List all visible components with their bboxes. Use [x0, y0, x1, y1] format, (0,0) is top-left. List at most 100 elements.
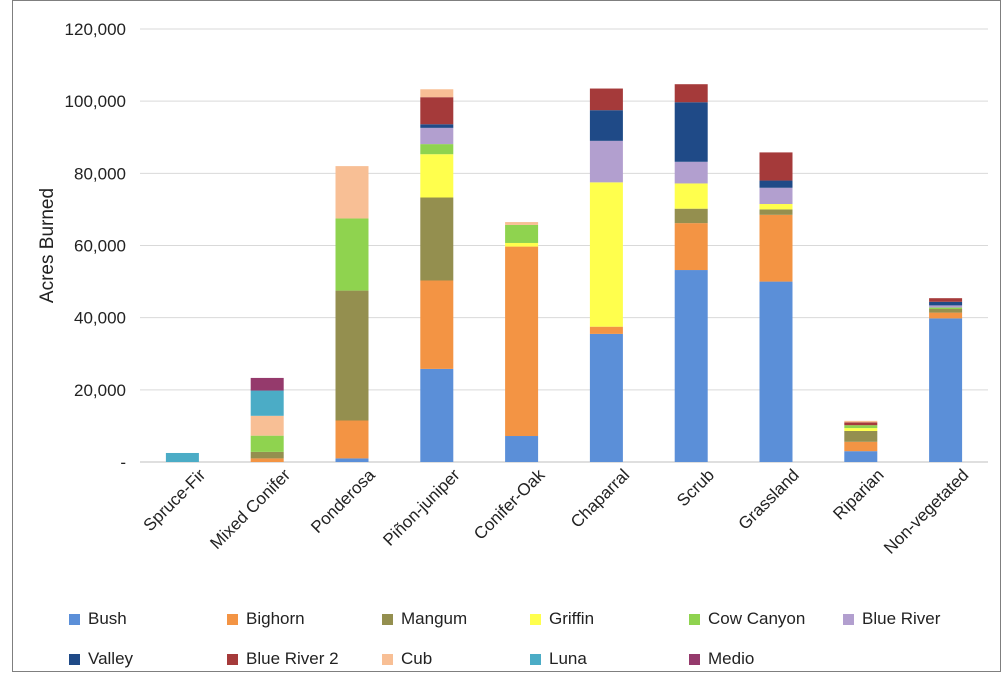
y-tick-label: 60,000	[74, 237, 126, 256]
bar-segment	[250, 390, 284, 416]
bar-segment	[759, 152, 793, 181]
bar-segment	[929, 312, 963, 319]
bar-segment	[420, 97, 454, 125]
legend-label: Cub	[401, 649, 433, 668]
bar-segment	[674, 223, 708, 271]
bar-segment	[505, 222, 539, 225]
bar-segment	[759, 209, 793, 215]
legend: Bush Bighorn Mangum Griffin Cow Canyon Blue R…	[13, 599, 1003, 676]
legend-swatch	[227, 613, 238, 625]
legend-item: Cow Canyon	[689, 609, 805, 629]
bar-segment	[589, 110, 623, 141]
bar-segment	[420, 127, 454, 145]
legend-label: Bighorn	[246, 609, 305, 628]
bar-segment	[674, 183, 708, 209]
legend-swatch	[530, 653, 541, 665]
bar-segment	[589, 140, 623, 183]
legend-swatch	[689, 653, 700, 665]
bar-segment	[165, 452, 199, 462]
bar-segment	[674, 161, 708, 184]
legend-label: Blue River	[862, 609, 941, 628]
bar-segment	[844, 430, 878, 442]
bar-segment	[844, 451, 878, 462]
bar-segment	[420, 154, 454, 198]
y-tick-label: -	[120, 453, 126, 472]
bar-segment	[335, 420, 369, 459]
x-tick-label: Conifer-Oak	[470, 465, 549, 544]
legend-label: Cow Canyon	[708, 609, 806, 628]
bar-segment	[250, 377, 284, 391]
legend-item: Blue River 2	[227, 649, 339, 669]
bar-segment	[844, 420, 878, 423]
legend-item: Cub	[382, 649, 432, 669]
bar-segment	[674, 102, 708, 162]
x-tick-label: Spruce-Fir	[140, 465, 210, 535]
x-tick-label: Riparian	[829, 465, 887, 523]
legend-label: Valley	[88, 649, 134, 668]
y-tick-label: 100,000	[65, 92, 126, 111]
bar-segment	[929, 301, 963, 306]
bar-segment	[674, 84, 708, 103]
bar-segment	[929, 309, 963, 313]
bar-segment	[759, 281, 793, 462]
x-tick-label: Mixed Conifer	[206, 465, 294, 553]
bar-segment	[759, 187, 793, 205]
legend-item: Blue River	[843, 609, 940, 629]
bar-segment	[759, 214, 793, 282]
bar-segment	[674, 208, 708, 224]
x-tick-label: Non-vegetated	[880, 465, 972, 557]
bar-segment	[759, 204, 793, 210]
bar-segment	[420, 197, 454, 281]
legend-swatch	[227, 653, 238, 665]
chart-frame: -20,000 40,000 60,000 80,000 100,000 120,000 …	[12, 0, 1001, 672]
x-tick-label: Chaparral	[567, 465, 633, 531]
legend-item: Valley	[69, 649, 133, 669]
legend-swatch	[69, 613, 80, 625]
y-tick-label: 20,000	[74, 381, 126, 400]
bar-segment	[250, 458, 284, 462]
x-tick-label: Ponderosa	[307, 465, 379, 537]
bar-segment	[250, 415, 284, 436]
bar-segment	[844, 428, 878, 431]
bar-segment	[844, 441, 878, 452]
bar-segment	[844, 425, 878, 429]
legend-label: Medio	[708, 649, 755, 668]
bar-segment	[929, 318, 963, 462]
bar-segment	[250, 451, 284, 459]
legend-label: Bush	[88, 609, 127, 628]
bar-segment	[929, 305, 963, 308]
bar-segment	[420, 124, 454, 128]
bar-segment	[420, 144, 454, 155]
bar-segment	[335, 290, 369, 421]
legend-label: Blue River 2	[246, 649, 339, 668]
bar-segment	[589, 333, 623, 462]
bar-segment	[844, 422, 878, 426]
y-tick-label: 120,000	[65, 20, 126, 39]
legend-item: Griffin	[530, 609, 594, 629]
y-tick-label: 40,000	[74, 309, 126, 328]
y-axis-title: Acres Burned	[37, 188, 58, 303]
legend-item: Medio	[689, 649, 754, 669]
legend-swatch	[382, 653, 393, 665]
bar-segment	[250, 435, 284, 452]
legend-swatch	[689, 613, 700, 625]
bar-segment	[929, 307, 963, 310]
bar-segment	[674, 270, 708, 462]
bar-segment	[335, 166, 369, 219]
bar-segment	[505, 242, 539, 247]
legend-swatch	[843, 613, 854, 625]
legend-item: Mangum	[382, 609, 467, 629]
x-tick-label: Grassland	[735, 465, 803, 533]
legend-swatch	[530, 613, 541, 625]
legend-label: Mangum	[401, 609, 468, 628]
bar-segment	[589, 182, 623, 327]
bar-segment	[589, 88, 623, 111]
bar-segment	[759, 180, 793, 188]
x-tick-label: Piñon-juniper	[379, 465, 464, 550]
legend-label: Luna	[549, 649, 587, 668]
legend-label: Griffin	[549, 609, 595, 628]
bar-segment	[505, 224, 539, 243]
bar-segment	[929, 298, 963, 302]
bar-segment	[505, 436, 539, 462]
bar-segment	[420, 89, 454, 98]
